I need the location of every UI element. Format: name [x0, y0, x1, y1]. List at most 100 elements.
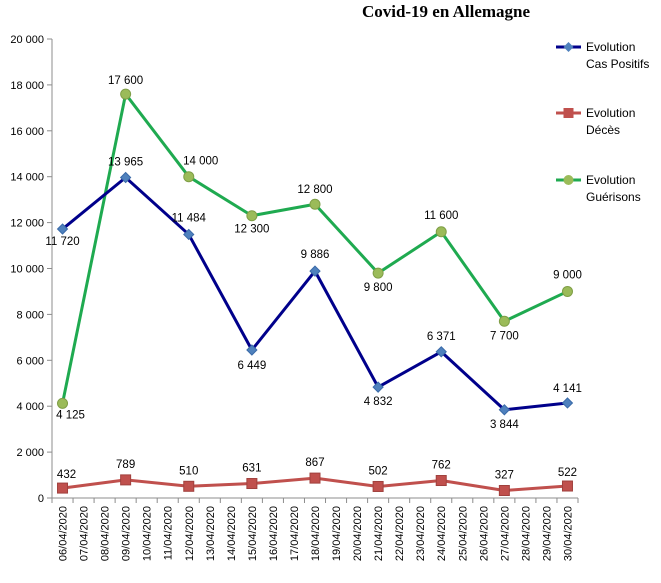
x-tick-label: 11/04/2020 [163, 506, 175, 560]
data-point [561, 480, 573, 492]
data-point [309, 198, 321, 210]
legend-label: Décès [586, 123, 620, 137]
y-tick-label: 16 000 [10, 126, 44, 138]
data-point [246, 210, 258, 222]
x-tick-label: 14/04/2020 [226, 506, 238, 561]
x-tick-label: 25/04/2020 [457, 506, 469, 561]
x-tick-label: 08/04/2020 [100, 506, 112, 561]
data-label: 13 965 [108, 157, 143, 169]
data-point [561, 397, 574, 409]
data-label: 12 300 [234, 224, 269, 236]
data-point [372, 480, 384, 492]
x-tick-label: 27/04/2020 [499, 506, 511, 561]
data-label: 11 484 [172, 212, 207, 224]
data-label: 14 000 [183, 156, 218, 168]
x-tick-label: 21/04/2020 [373, 506, 385, 561]
x-tick-label: 24/04/2020 [436, 506, 448, 561]
data-label: 17 600 [108, 75, 143, 87]
data-point [120, 88, 132, 100]
data-label: 4 832 [364, 396, 393, 408]
x-tick-label: 09/04/2020 [121, 506, 133, 561]
data-label: 432 [57, 469, 76, 481]
x-tick-label: 13/04/2020 [205, 506, 217, 561]
data-label: 11 720 [45, 236, 79, 248]
data-label: 762 [432, 460, 451, 472]
data-label: 9 800 [364, 282, 393, 294]
series-2: 4 125 17 600 14 000 12 300 12 800 9 800 11 600… [56, 75, 582, 421]
x-tick-label: 23/04/2020 [415, 506, 427, 561]
data-label: 12 800 [297, 184, 332, 196]
y-tick-label: 8 000 [16, 309, 44, 321]
data-label: 7 700 [490, 330, 519, 342]
legend-label: Evolution [586, 106, 635, 120]
y-tick-label: 4 000 [16, 401, 44, 413]
data-point [246, 478, 258, 490]
y-tick-label: 6 000 [16, 355, 44, 367]
data-point [246, 344, 258, 356]
data-point [372, 381, 384, 393]
legend-label: Cas Positifs [586, 57, 649, 71]
data-label: 9 886 [301, 249, 330, 261]
data-label: 510 [179, 465, 198, 477]
data-point [57, 482, 69, 494]
y-tick-label: 18 000 [10, 80, 44, 92]
data-label: 11 600 [424, 210, 458, 222]
data-label: 522 [558, 467, 577, 479]
legend-label: Guérisons [586, 190, 641, 204]
x-tick-label: 20/04/2020 [352, 506, 364, 561]
y-tick-label: 12 000 [10, 218, 44, 230]
y-tick-label: 10 000 [10, 264, 44, 276]
legend-marker [563, 175, 574, 185]
series-layer: 432 789 510 631 867 502 762 327 522 4 125 17 600 14… [45, 75, 582, 496]
y-tick-label: 14 000 [10, 172, 44, 184]
legend-label: Evolution [586, 40, 635, 54]
legend-label: Evolution [586, 173, 635, 187]
data-point [119, 171, 132, 184]
legend-item-2: Evolution Guérisons [556, 173, 641, 204]
data-point [183, 171, 195, 183]
x-tick-label: 18/04/2020 [310, 506, 322, 561]
data-point [120, 474, 132, 486]
y-tick-label: 20 000 [10, 34, 44, 46]
legend-marker [563, 108, 574, 118]
data-point [435, 226, 447, 238]
series-line [61, 176, 568, 412]
legend-item-1: Evolution Décès [556, 106, 635, 137]
data-label: 4 125 [56, 409, 85, 421]
data-label: 6 371 [427, 331, 456, 343]
series-0: 11 720 13 965 11 484 6 449 9 886 4 832 6 371 3 … [45, 157, 582, 431]
x-tick-label: 07/04/2020 [79, 506, 91, 561]
x-tick-label: 12/04/2020 [184, 506, 196, 561]
data-point [309, 472, 321, 484]
x-tick-label: 19/04/2020 [331, 506, 343, 561]
x-tick-label: 29/04/2020 [541, 506, 553, 561]
data-point [372, 267, 384, 279]
data-point [498, 315, 510, 327]
chart-title: Covid-19 en Allemagne [362, 2, 531, 21]
data-label: 4 141 [553, 383, 582, 395]
data-label: 789 [116, 459, 135, 471]
x-tick-label: 28/04/2020 [520, 506, 532, 561]
data-label: 6 449 [237, 360, 266, 372]
y-tick-label: 2 000 [16, 447, 44, 459]
legend-marker [563, 42, 574, 52]
data-label: 327 [495, 469, 514, 481]
data-label: 3 844 [490, 419, 519, 431]
data-label: 631 [242, 463, 261, 475]
x-tick-label: 26/04/2020 [478, 506, 490, 561]
x-tick-label: 06/04/2020 [58, 506, 70, 561]
data-point [435, 475, 447, 487]
x-tick-label: 10/04/2020 [142, 506, 154, 561]
x-tick-label: 17/04/2020 [289, 506, 301, 561]
data-label: 9 000 [553, 269, 582, 281]
y-tick-label: 0 [38, 493, 44, 505]
series-1: 432 789 510 631 867 502 762 327 522 [57, 457, 577, 496]
data-label: 502 [369, 465, 388, 477]
data-point [183, 480, 195, 492]
data-point [435, 346, 447, 358]
data-point [183, 228, 195, 241]
